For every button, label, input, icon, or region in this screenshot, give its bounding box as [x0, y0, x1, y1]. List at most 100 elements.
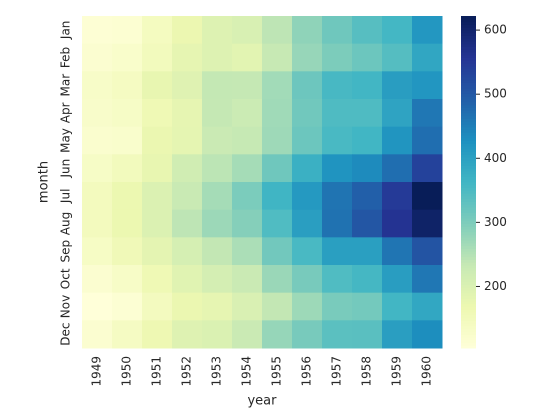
heatmap-cell	[382, 209, 413, 238]
heatmap-cell	[142, 320, 173, 349]
colorbar-segment	[461, 259, 476, 263]
y-tick-label: Aug	[59, 212, 73, 235]
colorbar-segment	[461, 159, 476, 164]
heatmap-cell	[382, 237, 413, 266]
colorbar-segment	[461, 262, 476, 266]
x-tick-label: 1957	[330, 356, 344, 387]
heatmap-cell	[232, 320, 263, 349]
colorbar-segment	[461, 251, 476, 255]
colorbar-segment	[461, 168, 476, 172]
colorbar-segment	[461, 215, 476, 219]
colorbar-segment	[461, 287, 476, 291]
heatmap-cell	[322, 43, 353, 72]
heatmap-cell	[172, 209, 203, 238]
heatmap-cell	[142, 265, 173, 294]
heatmap-cell	[112, 43, 143, 72]
colorbar-segment	[461, 32, 476, 36]
heatmap-cell	[112, 16, 143, 45]
heatmap-cell	[202, 126, 233, 155]
colorbar-segment	[461, 29, 476, 34]
heatmap-cell	[82, 71, 113, 100]
heatmap-cell	[262, 292, 293, 321]
colorbar-segment	[461, 295, 476, 299]
heatmap-cell	[292, 265, 323, 294]
heatmap-cell	[142, 209, 173, 238]
colorbar-segment	[461, 325, 476, 330]
heatmap-cell	[262, 320, 293, 349]
colorbar-segment	[461, 74, 476, 78]
colorbar-segment	[461, 276, 476, 280]
heatmap-cell	[172, 99, 203, 128]
x-tick-label: 1950	[120, 356, 134, 387]
colorbar-segment	[461, 137, 476, 141]
colorbar-segment	[461, 115, 476, 119]
heatmap-cell	[382, 182, 413, 211]
colorbar-segment	[461, 65, 476, 70]
colorbar-segment	[461, 146, 476, 150]
heatmap-cell	[292, 292, 323, 321]
heatmap-cell	[142, 126, 173, 155]
colorbar-segment	[461, 16, 476, 20]
colorbar-tick-label: 600	[484, 23, 507, 37]
colorbar-segment	[461, 54, 476, 58]
y-tick-label: May	[59, 128, 73, 153]
heatmap-cell	[352, 265, 383, 294]
colorbar-segment	[461, 331, 476, 335]
heatmap-cell	[352, 126, 383, 155]
colorbar-segment	[461, 226, 476, 230]
colorbar-segment	[461, 151, 476, 155]
heatmap-cell	[142, 16, 173, 45]
heatmap-cell	[352, 16, 383, 45]
heatmap-cell	[322, 182, 353, 211]
heatmap-cell	[202, 16, 233, 45]
colorbar-segment	[461, 99, 476, 103]
colorbar-segment	[461, 51, 476, 56]
colorbar-segment	[461, 312, 476, 316]
colorbar-segment	[461, 18, 476, 23]
colorbar-segment	[461, 223, 476, 227]
y-tick-label: Dec	[59, 323, 73, 346]
heatmap-cell	[412, 237, 443, 266]
colorbar-segment	[461, 162, 476, 166]
x-tick-label: 1956	[300, 356, 314, 387]
colorbar-segment	[461, 87, 476, 92]
heatmap-cell	[352, 237, 383, 266]
colorbar-segment	[461, 132, 476, 136]
heatmap-cell	[82, 320, 113, 349]
colorbar-segment	[461, 148, 476, 153]
heatmap-cell	[382, 265, 413, 294]
colorbar-segment	[461, 212, 476, 216]
heatmap-cell	[232, 43, 263, 72]
colorbar-segment	[461, 79, 476, 83]
colorbar-segment	[461, 309, 476, 313]
heatmap-cell	[232, 99, 263, 128]
heatmap-cell	[262, 154, 293, 183]
heatmap-cell	[112, 71, 143, 100]
heatmap-cell	[352, 71, 383, 100]
heatmap-cell	[202, 320, 233, 349]
heatmap-cell	[412, 265, 443, 294]
colorbar-segment	[461, 217, 476, 222]
heatmap-cell	[202, 99, 233, 128]
colorbar-segment	[461, 140, 476, 144]
heatmap-cell	[202, 265, 233, 294]
heatmap-cell	[382, 154, 413, 183]
heatmap-cell	[112, 99, 143, 128]
colorbar-segment	[461, 38, 476, 42]
colorbar-segment	[461, 104, 476, 108]
heatmap-cell	[412, 182, 443, 211]
heatmap-cell	[172, 126, 203, 155]
x-tick-label: 1952	[180, 356, 194, 387]
colorbar-segment	[461, 121, 476, 125]
x-tick-label: 1953	[210, 356, 224, 387]
x-tick-label: 1954	[240, 356, 254, 387]
colorbar-segment	[461, 256, 476, 260]
heatmap-cell	[202, 209, 233, 238]
heatmap-cell	[232, 292, 263, 321]
heatmap-cell	[142, 154, 173, 183]
heatmap-cell	[412, 16, 443, 45]
y-tick-label: Sep	[59, 240, 73, 263]
colorbar-tick-label: 200	[484, 279, 507, 293]
colorbar-segment	[461, 248, 476, 252]
heatmap-cell	[112, 237, 143, 266]
